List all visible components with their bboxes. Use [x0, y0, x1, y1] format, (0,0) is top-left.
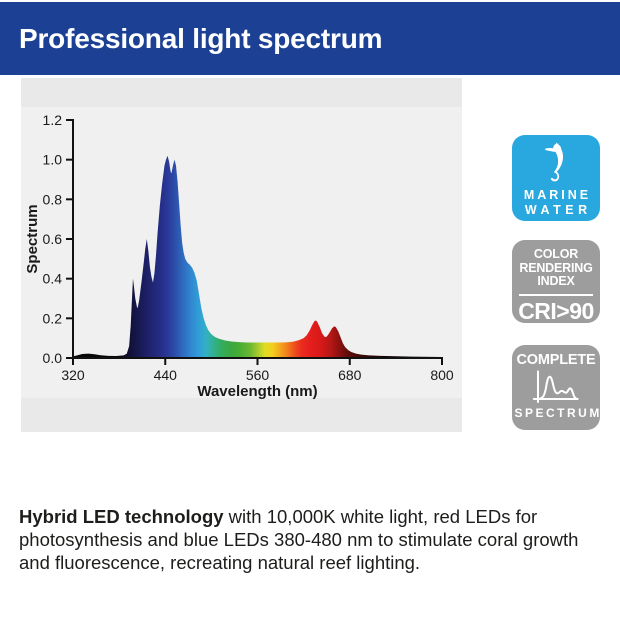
- header-bar: Professional light spectrum: [0, 2, 620, 75]
- y-tick-label: 0.8: [43, 191, 63, 207]
- y-tick-label: 1.2: [43, 112, 63, 128]
- y-tick-label: 0.6: [43, 231, 63, 247]
- spectrum-chart: 0.0 0.2 0.4 0.6 0.8 1.0 1.2 320 440 560 680 800 Wave…: [24, 112, 454, 400]
- x-tick-label: 680: [338, 367, 362, 383]
- cri-value: CRI>90: [518, 297, 594, 324]
- cri-divider: [519, 293, 593, 296]
- complete-label: COMPLETE: [516, 352, 596, 368]
- seahorse-icon: [545, 142, 564, 182]
- marine-label-line2: WATER: [524, 203, 592, 217]
- marine-water-label: MARINE WATER: [512, 188, 600, 218]
- marine-water-badge: MARINE WATER: [512, 135, 600, 221]
- description-text: Hybrid LED technology with 10,000K white…: [19, 505, 591, 574]
- y-tick-label: 0.0: [43, 350, 63, 366]
- y-tick-label: 0.2: [43, 310, 63, 326]
- x-tick-label: 320: [61, 367, 85, 383]
- cri-label-line2: RENDERING: [519, 260, 593, 275]
- cri-label: COLOR RENDERING INDEX: [512, 247, 600, 289]
- cri-badge: COLOR RENDERING INDEX CRI>90: [512, 240, 600, 323]
- x-tick-label: 440: [154, 367, 178, 383]
- spectrum-chart-panel: 0.0 0.2 0.4 0.6 0.8 1.0 1.2 320 440 560 680 800 Wave…: [21, 78, 462, 432]
- page-title: Professional light spectrum: [19, 22, 383, 54]
- spectrum-label: SPECTRUM: [514, 406, 600, 420]
- x-tick-label: 800: [430, 367, 454, 383]
- spectrum-curve-icon: [532, 370, 579, 404]
- cri-label-line1: COLOR: [533, 247, 579, 261]
- description-bold: Hybrid LED technology: [19, 506, 224, 527]
- cri-label-line3: INDEX: [537, 274, 575, 288]
- x-tick-label: 560: [246, 367, 270, 383]
- spectrum-area: [73, 155, 442, 358]
- complete-spectrum-badge: COMPLETE SPECTRUM: [512, 345, 600, 430]
- y-axis-label: Spectrum: [24, 204, 41, 273]
- y-tick-label: 0.4: [43, 271, 63, 287]
- marine-label-line1: MARINE: [523, 188, 592, 202]
- y-tick-label: 1.0: [43, 152, 63, 168]
- x-axis-label: Wavelength (nm): [197, 383, 317, 400]
- description-rest: with 10,000K white light, red LEDs for p…: [19, 506, 579, 573]
